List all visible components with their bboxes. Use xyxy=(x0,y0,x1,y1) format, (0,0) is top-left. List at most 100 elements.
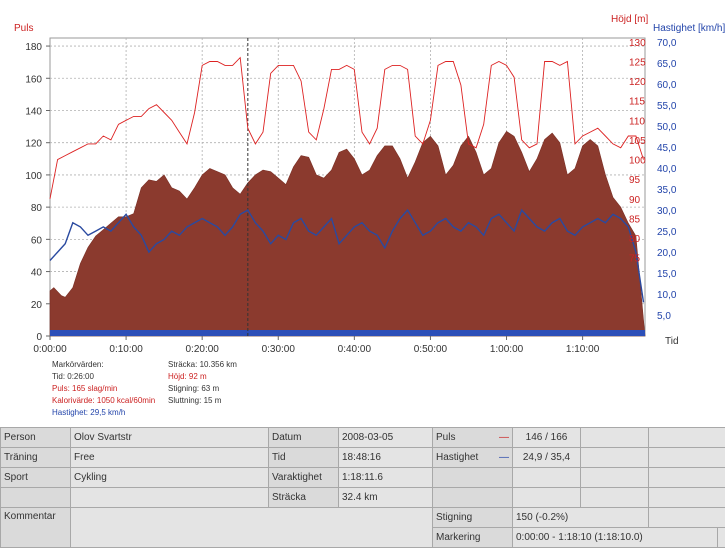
person-value[interactable]: Olov Svartstr xyxy=(71,428,269,448)
empty-cell xyxy=(513,468,581,488)
hastighet-tick-label: 50,0 xyxy=(657,122,677,133)
puls-value: 146 / 166 xyxy=(513,428,581,448)
sport-value[interactable]: Cykling xyxy=(71,468,269,488)
hojd-tick-label: 110 xyxy=(629,116,645,127)
hastighet-tick-label: 10,0 xyxy=(657,290,677,301)
hastighet-label: Hastighet— xyxy=(433,448,513,468)
hastighet-tick-label: 5,0 xyxy=(657,311,671,322)
hastighet-tick-label: 60,0 xyxy=(657,80,677,91)
hojd-axis-label: Höjd [m] xyxy=(611,14,648,25)
empty-cell xyxy=(649,508,725,528)
tid-axis-label: Tid xyxy=(665,336,679,347)
hastighet-tick-label: 35,0 xyxy=(657,185,677,196)
hastighet-tick-label: 70,0 xyxy=(657,38,677,49)
tid-tick-label: 0:10:00 xyxy=(109,344,143,355)
hastighet-tick-label: 55,0 xyxy=(657,101,677,112)
kommentar-label: Kommentar xyxy=(1,508,71,548)
puls-tick-label: 120 xyxy=(25,139,42,150)
hastighet-tick-label: 30,0 xyxy=(657,206,677,217)
puls-tick-label: 80 xyxy=(31,203,43,214)
table-row: Träning Free Tid 18:48:16 Hastighet— 24,… xyxy=(1,448,725,468)
hastighet-axis-label: Hastighet [km/h] xyxy=(653,23,725,34)
kommentar-field[interactable] xyxy=(71,508,433,548)
tid-tick-label: 1:10:00 xyxy=(566,344,600,355)
puls-tick-label: 140 xyxy=(25,106,42,117)
datum-label: Datum xyxy=(269,428,339,448)
marker-stracka: Sträcka: 10.356 km xyxy=(168,359,237,371)
table-row: Kommentar Stigning 150 (-0.2%) xyxy=(1,508,725,528)
empty-cell xyxy=(581,488,649,508)
tid-label: Tid xyxy=(269,448,339,468)
tid-tick-label: 0:30:00 xyxy=(262,344,296,355)
hojd-tick-label: 130 xyxy=(629,38,646,49)
hastighet-tick-label: 25,0 xyxy=(657,227,677,238)
hastighet-baseline xyxy=(50,330,645,336)
empty-cell xyxy=(581,468,649,488)
puls-tick-label: 160 xyxy=(25,74,42,85)
puls-tick-label: 20 xyxy=(31,300,43,311)
hastighet-legend-icon: — xyxy=(499,452,509,463)
puls-tick-label: 100 xyxy=(25,171,42,182)
hojd-tick-label: 90 xyxy=(629,195,641,206)
hojd-tick-label: 115 xyxy=(629,97,645,108)
hastighet-tick-label: 15,0 xyxy=(657,269,677,280)
hojd-tick-label: 80 xyxy=(629,234,641,245)
datum-value[interactable]: 2008-03-05 xyxy=(339,428,433,448)
person-label: Person xyxy=(1,428,71,448)
tid-tick-label: 0:00:00 xyxy=(33,344,67,355)
hastighet-tick-label: 40,0 xyxy=(657,164,677,175)
table-row: Person Olov Svartstr Datum 2008-03-05 Pu… xyxy=(1,428,725,448)
marker-puls: Puls: 165 slag/min xyxy=(52,383,117,395)
empty-cell xyxy=(1,488,71,508)
sport-label: Sport xyxy=(1,468,71,488)
table-row: Sträcka 32.4 km xyxy=(1,488,725,508)
varaktighet-value: 1:18:11.6 xyxy=(339,468,433,488)
puls-tick-label: 60 xyxy=(31,235,43,246)
puls-tick-label: 40 xyxy=(31,268,43,279)
marker-stigning: Stigning: 63 m xyxy=(168,383,219,395)
hastighet-tick-label: 20,0 xyxy=(657,248,677,259)
tid-tick-label: 0:20:00 xyxy=(185,344,219,355)
marker-hojd: Höjd: 92 m xyxy=(168,371,207,383)
traning-value[interactable]: Free xyxy=(71,448,269,468)
empty-cell xyxy=(581,448,649,468)
marker-hastighet: Hastighet: 29,5 km/h xyxy=(52,407,125,419)
hojd-tick-label: 125 xyxy=(629,58,646,69)
empty-cell xyxy=(513,488,581,508)
empty-cell xyxy=(649,448,725,468)
markering-value: 0:00:00 - 1:18:10 (1:18:10.0) xyxy=(513,528,718,548)
hojd-tick-label: 85 xyxy=(629,214,641,225)
hastighet-tick-label: 45,0 xyxy=(657,143,677,154)
empty-cell xyxy=(581,428,649,448)
empty-cell xyxy=(71,488,269,508)
tid-tick-label: 0:40:00 xyxy=(338,344,372,355)
marker-kalori: Kalorivärde: 1050 kcal/60min xyxy=(52,395,155,407)
tid-tick-label: 1:00:00 xyxy=(490,344,524,355)
empty-cell xyxy=(433,468,513,488)
marker-heading: Markörvärden: xyxy=(52,359,104,371)
marker-sluttning: Sluttning: 15 m xyxy=(168,395,221,407)
tid-value[interactable]: 18:48:16 xyxy=(339,448,433,468)
empty-cell xyxy=(649,468,725,488)
empty-cell xyxy=(433,488,513,508)
training-chart[interactable]: 020406080100120140160180Puls758085909510… xyxy=(0,0,725,425)
stracka-value: 32.4 km xyxy=(339,488,433,508)
hojd-tick-label: 120 xyxy=(629,77,646,88)
puls-tick-label: 180 xyxy=(25,42,42,53)
varaktighet-label: Varaktighet xyxy=(269,468,339,488)
empty-cell xyxy=(718,528,725,548)
puls-legend-icon: — xyxy=(499,432,509,443)
traning-label: Träning xyxy=(1,448,71,468)
empty-cell xyxy=(649,488,725,508)
table-row: Sport Cykling Varaktighet 1:18:11.6 xyxy=(1,468,725,488)
markering-label: Markering xyxy=(433,528,513,548)
hojd-tick-label: 105 xyxy=(629,136,646,147)
stracka-label: Sträcka xyxy=(269,488,339,508)
puls-axis-label: Puls xyxy=(14,23,33,34)
empty-cell xyxy=(649,428,725,448)
hastighet-value: 24,9 / 35,4 xyxy=(513,448,581,468)
marker-tid: Tid: 0:26:00 xyxy=(52,371,94,383)
hojd-tick-label: 95 xyxy=(629,175,641,186)
stigning-label: Stigning xyxy=(433,508,513,528)
hastighet-tick-label: 65,0 xyxy=(657,59,677,70)
